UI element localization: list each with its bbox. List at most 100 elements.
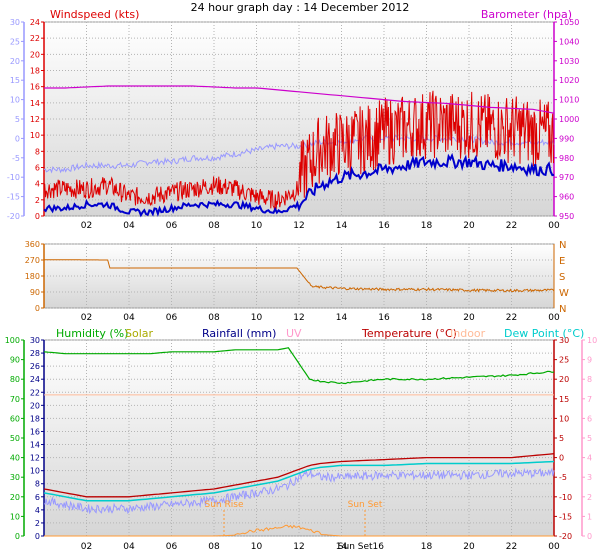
wind-avg-line xyxy=(43,152,555,218)
barometer-line xyxy=(44,85,555,114)
compass-label: N xyxy=(559,304,566,315)
legend-temperature: Temperature (°C) xyxy=(361,327,457,340)
x-tick-label: 04 xyxy=(123,313,135,323)
x-tick-label: 22 xyxy=(506,313,517,323)
temp-axis-tick-label: 5 xyxy=(559,434,564,443)
uv-axis-tick-label: 9 xyxy=(587,356,592,365)
baro-axis-tick-label: 990 xyxy=(559,134,574,143)
x-tick-label: 20 xyxy=(463,313,475,323)
baro-axis-label: Barometer (hpa) xyxy=(481,8,572,21)
rain-axis-tick-label: 20 xyxy=(30,401,40,410)
uv-axis-tick-label: 10 xyxy=(587,336,597,345)
wind-axis-tick-label: 0 xyxy=(35,212,40,221)
wind-chill-axis-tick-label: 20 xyxy=(10,57,20,66)
rain-axis-tick-label: 30 xyxy=(30,336,40,345)
hum-axis-tick-label: 40 xyxy=(10,454,20,463)
compass-label: E xyxy=(559,256,565,267)
rain-axis-tick-label: 26 xyxy=(30,362,40,371)
wind-axis-tick-label: 8 xyxy=(35,147,40,156)
compass-label: N xyxy=(559,240,566,251)
x-tick-label: 08 xyxy=(208,221,220,231)
wind-axis-tick-label: 18 xyxy=(30,67,40,76)
baro-axis-tick-label: 970 xyxy=(559,173,574,182)
hum-axis-tick-label: 90 xyxy=(10,356,20,365)
wind-axis-label: Windspeed (kts) xyxy=(50,8,139,21)
wind-axis-tick-label: 20 xyxy=(30,50,40,59)
wind-axis-tick-label: 22 xyxy=(30,34,40,43)
chart-title: 24 hour graph day : 14 December 2012 xyxy=(191,1,410,14)
x-tick-label: 14 xyxy=(336,542,348,552)
baro-axis-tick-label: 1050 xyxy=(559,18,579,27)
x-tick-label: 20 xyxy=(463,221,475,231)
temp-axis-tick-label: 10 xyxy=(559,414,569,423)
x-tick-label: 00 xyxy=(548,542,560,552)
uv-axis-tick-label: 8 xyxy=(587,375,592,384)
dir-axis-tick-label: 0 xyxy=(35,304,40,313)
x-tick-label: Sun Set16 xyxy=(338,542,384,552)
hum-axis-tick-label: 30 xyxy=(10,473,20,482)
wind-axis-tick-label: 12 xyxy=(30,115,40,124)
uv-axis-tick-label: 0 xyxy=(587,532,592,541)
wind-chill-axis-tick-label: 25 xyxy=(10,37,20,46)
legend-indoor: Indoor xyxy=(450,327,486,340)
wind-axis-tick-label: 6 xyxy=(35,164,40,173)
x-tick-label: 16 xyxy=(378,313,390,323)
x-tick-label: 00 xyxy=(548,221,560,231)
x-tick-label: 04 xyxy=(123,542,135,552)
dir-axis-tick-label: 180 xyxy=(25,272,40,281)
x-tick-label: 10 xyxy=(251,542,263,552)
rain-axis-tick-label: 0 xyxy=(35,532,40,541)
hum-axis-tick-label: 60 xyxy=(10,414,20,423)
temp-axis-tick-label: -5 xyxy=(559,473,567,482)
compass-label: S xyxy=(559,272,565,283)
x-tick-label: 06 xyxy=(166,221,178,231)
x-tick-label: 08 xyxy=(208,542,220,552)
rain-axis-tick-label: 8 xyxy=(35,480,40,489)
uv-axis-tick-label: 5 xyxy=(587,434,592,443)
x-tick-label: 14 xyxy=(336,221,348,231)
x-tick-label: 12 xyxy=(293,221,304,231)
dir-axis-tick-label: 90 xyxy=(30,288,40,297)
uv-axis-tick-label: 6 xyxy=(587,414,592,423)
x-tick-label: 10 xyxy=(251,221,263,231)
wind-axis-tick-label: 10 xyxy=(30,131,40,140)
x-tick-label: 18 xyxy=(421,313,433,323)
x-tick-label: 02 xyxy=(81,542,92,552)
compass-label: W xyxy=(559,288,569,299)
rain-axis-tick-label: 22 xyxy=(30,388,40,397)
wind-chill-axis-tick-label: -10 xyxy=(7,173,20,182)
hum-axis-tick-label: 10 xyxy=(10,512,20,521)
axes: 0202020404040606060808081010101212121414… xyxy=(5,18,597,552)
legend-dewpoint: Dew Point (°C) xyxy=(504,327,584,340)
uv-axis-tick-label: 4 xyxy=(587,454,592,463)
x-tick-label: 22 xyxy=(506,542,517,552)
uv-axis-tick-label: 3 xyxy=(587,473,592,482)
legend-humidity: Humidity (%) xyxy=(56,327,128,340)
temp-axis-tick-label: -15 xyxy=(559,512,572,521)
x-tick-label: 12 xyxy=(293,542,304,552)
temp-axis-tick-label: 30 xyxy=(559,336,569,345)
windspeed-line xyxy=(43,90,554,210)
wind-chill-axis-tick-label: 15 xyxy=(10,76,20,85)
legend-uv: UV xyxy=(286,327,302,340)
x-tick-label: 14 xyxy=(336,313,348,323)
x-tick-label: 02 xyxy=(81,313,92,323)
legend-rainfall: Rainfall (mm) xyxy=(202,327,276,340)
baro-axis-tick-label: 1010 xyxy=(559,96,579,105)
dir-axis-tick-label: 270 xyxy=(25,256,40,265)
rain-axis-tick-label: 2 xyxy=(35,519,40,528)
temp-axis-tick-label: -10 xyxy=(559,493,572,502)
x-tick-label: 20 xyxy=(463,542,475,552)
dewpoint-line xyxy=(43,460,555,502)
uv-axis-tick-label: 1 xyxy=(587,512,592,521)
rain-axis-tick-label: 12 xyxy=(30,454,40,463)
sunrise-label: Sun Rise xyxy=(205,500,244,510)
dir-axis-tick-label: 360 xyxy=(25,240,40,249)
hum-axis-tick-label: 0 xyxy=(15,532,20,541)
wind-chill-axis-tick-label: -20 xyxy=(7,212,20,221)
wind-chill-axis-tick-label: -15 xyxy=(7,193,20,202)
x-tick-label: 16 xyxy=(378,221,390,231)
temp-axis-tick-label: 15 xyxy=(559,395,569,404)
